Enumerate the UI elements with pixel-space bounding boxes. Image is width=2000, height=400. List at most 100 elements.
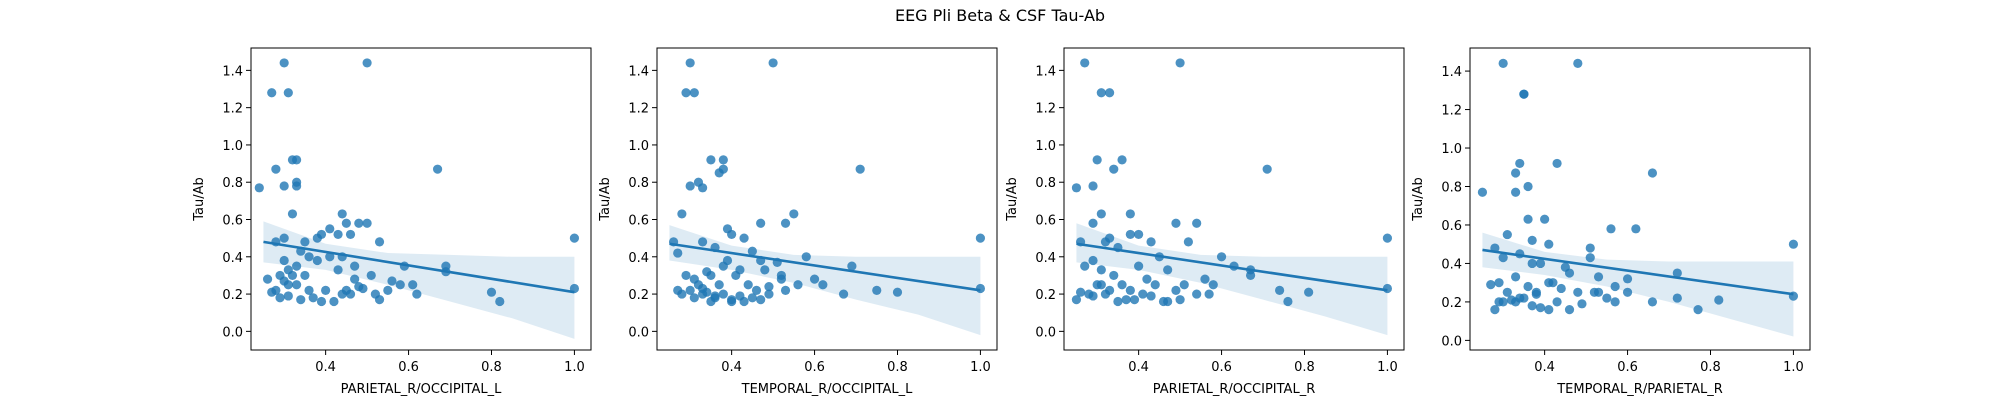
data-point [706,155,716,165]
data-point [1714,295,1724,305]
data-point [1121,295,1131,305]
data-point [1511,187,1521,197]
data-point [768,58,778,68]
data-point [1498,297,1508,307]
data-point [333,229,343,240]
data-point [1179,280,1189,290]
data-point [872,285,882,295]
y-tick-label: 0.2 [1441,296,1462,311]
data-point [350,274,360,284]
x-tick-label: 0.8 [887,360,908,375]
data-point [1208,280,1218,290]
data-point [1506,295,1517,305]
data-point [847,261,857,271]
data-point [1171,218,1181,228]
data-point [292,261,302,271]
y-tick-label: 0.8 [222,176,243,191]
regression-line [263,240,575,294]
data-point [254,183,264,193]
data-point [718,155,728,165]
data-point [1535,258,1546,269]
confidence-band [263,221,575,339]
data-point [727,229,737,240]
x-tick-label: 0.8 [481,360,502,375]
data-point [1610,297,1620,307]
data-point [1490,305,1500,315]
x-tick-label: 0.6 [1617,360,1638,375]
data-point [1552,297,1562,307]
x-tick-label: 1.0 [1783,360,1804,375]
x-axis-label: TEMPORAL_R/OCCIPITAL_L [741,382,913,397]
data-point [1163,296,1173,307]
data-point [374,237,385,247]
data-point [677,209,687,219]
data-point [1672,268,1682,278]
data-point [279,233,289,243]
y-tick-label: 1.0 [1035,139,1056,154]
data-point [387,276,397,286]
data-point [1129,295,1140,305]
plot-area [668,58,986,336]
data-point [362,218,372,228]
y-tick-label: 0.6 [628,214,649,229]
y-tick-label: 0.0 [628,325,649,340]
data-point [1105,88,1115,98]
y-tick-label: 0.2 [222,288,243,303]
data-point [1071,183,1082,193]
data-point [1216,252,1227,262]
data-point [1109,270,1119,281]
data-point [1138,289,1148,299]
data-point [1577,299,1587,309]
data-point [1113,296,1123,307]
data-point [308,293,318,303]
confidence-band [669,225,981,336]
data-point [325,252,335,262]
data-point [341,218,351,228]
data-point [366,270,376,281]
data-point [1498,58,1508,68]
data-point [1096,209,1106,219]
data-point [975,283,986,294]
data-point [1610,281,1620,292]
data-point [739,296,749,307]
data-point [300,270,310,281]
data-point [1693,305,1703,315]
data-point [1096,88,1106,98]
data-point [337,289,347,299]
data-point [793,280,803,290]
data-point [1593,287,1604,297]
data-point [1071,295,1082,305]
data-point [383,285,393,295]
data-point [312,233,322,243]
data-point [1092,155,1102,165]
data-point [1163,265,1173,275]
data-point [677,289,687,299]
data-point [316,296,327,307]
data-point [1192,289,1202,299]
data-point [292,181,302,191]
data-point [801,252,811,262]
data-point [747,293,757,303]
data-point [362,58,372,68]
data-point [1204,289,1214,299]
data-point [300,237,310,247]
data-point [1556,283,1566,294]
y-tick-label: 0.2 [628,288,649,303]
y-tick-label: 1.0 [1441,142,1462,157]
data-point [975,233,986,243]
data-point [1519,293,1529,303]
data-point [1477,187,1488,197]
data-point [279,58,289,68]
data-point [1585,243,1595,253]
data-point [1150,280,1160,290]
subplot-1: 0.4 0.6 0.8 1.0 0.0 0.2 0.4 0.6 0.8 1.0 1.2 1.4 PARI… [192,47,592,397]
data-point [776,270,786,281]
x-tick-label: 1.0 [564,360,585,375]
data-point [304,252,314,262]
data-point [1382,283,1393,294]
y-tick-label: 1.2 [1035,102,1056,117]
data-point [756,295,766,305]
data-point [1125,229,1135,240]
x-tick-label: 0.6 [1211,360,1232,375]
y-tick-label: 0.8 [628,176,649,191]
